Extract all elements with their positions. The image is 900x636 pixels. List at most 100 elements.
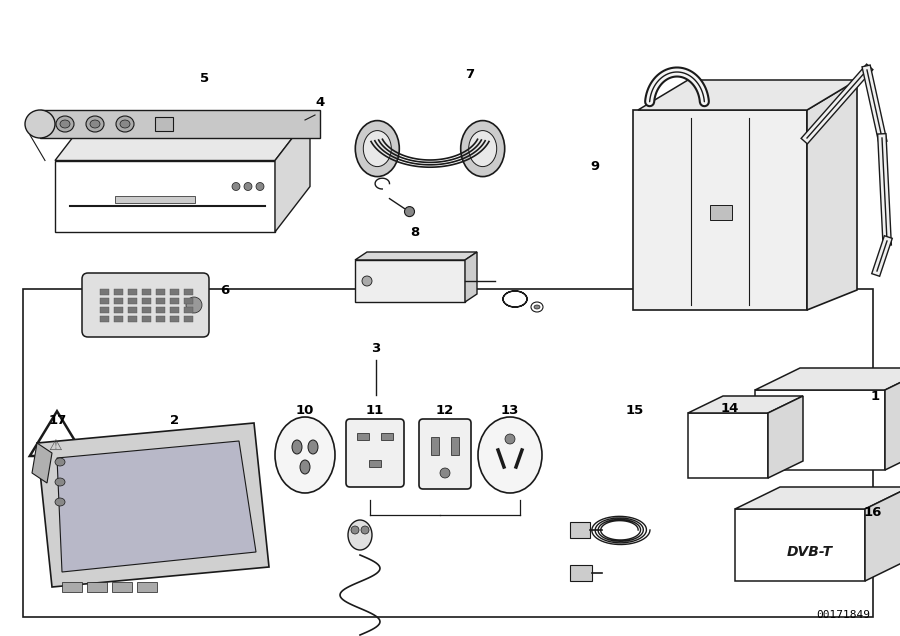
Bar [128, 289, 137, 295]
Bar [357, 433, 369, 440]
Polygon shape [30, 411, 85, 456]
Polygon shape [57, 441, 256, 572]
Bar [128, 316, 137, 322]
FancyBboxPatch shape [82, 273, 209, 337]
Bar [100, 316, 109, 322]
Ellipse shape [55, 458, 65, 466]
Bar [62, 582, 82, 592]
Bar [431, 437, 439, 455]
Bar [570, 565, 592, 581]
Ellipse shape [292, 440, 302, 454]
Ellipse shape [232, 183, 240, 191]
Text: 16: 16 [864, 506, 882, 518]
Ellipse shape [300, 460, 310, 474]
Polygon shape [735, 509, 865, 581]
Bar [112, 582, 132, 592]
Ellipse shape [55, 498, 65, 506]
Bar [22, 289, 873, 617]
Text: 6: 6 [220, 284, 230, 296]
Polygon shape [638, 80, 857, 110]
Bar [570, 522, 590, 538]
Ellipse shape [60, 120, 70, 128]
Polygon shape [37, 423, 269, 587]
Text: 9: 9 [590, 160, 599, 174]
Bar [451, 437, 459, 455]
Bar [115, 195, 195, 202]
Ellipse shape [505, 434, 515, 444]
Ellipse shape [364, 130, 392, 167]
Polygon shape [768, 396, 803, 478]
Bar [381, 433, 393, 440]
Ellipse shape [356, 121, 400, 177]
Bar [156, 289, 165, 295]
Polygon shape [355, 252, 477, 260]
Ellipse shape [469, 130, 497, 167]
Text: 12: 12 [436, 403, 454, 417]
Ellipse shape [120, 120, 130, 128]
Bar [142, 307, 151, 313]
Bar [114, 298, 123, 304]
Ellipse shape [55, 478, 65, 486]
Bar [170, 307, 179, 313]
FancyBboxPatch shape [419, 419, 471, 489]
Bar [184, 298, 193, 304]
Text: ⚠: ⚠ [49, 438, 62, 452]
Polygon shape [55, 115, 310, 160]
Ellipse shape [351, 526, 359, 534]
Text: 10: 10 [296, 403, 314, 417]
Ellipse shape [478, 417, 542, 493]
Ellipse shape [361, 526, 369, 534]
Text: 2: 2 [170, 413, 180, 427]
Ellipse shape [348, 520, 372, 550]
Text: 15: 15 [626, 403, 644, 417]
Bar [710, 205, 732, 220]
Bar [137, 582, 157, 592]
Bar [128, 298, 137, 304]
Polygon shape [355, 260, 465, 302]
Ellipse shape [362, 276, 372, 286]
Polygon shape [735, 487, 900, 509]
Bar [170, 316, 179, 322]
Ellipse shape [25, 110, 55, 138]
Polygon shape [885, 368, 900, 470]
Bar [156, 307, 165, 313]
Text: 13: 13 [500, 403, 519, 417]
Polygon shape [32, 443, 52, 483]
Ellipse shape [275, 417, 335, 493]
Bar [114, 289, 123, 295]
Bar [142, 316, 151, 322]
Bar [170, 289, 179, 295]
Bar [87, 582, 107, 592]
Bar [156, 298, 165, 304]
Bar [114, 307, 123, 313]
Bar [100, 298, 109, 304]
Bar [184, 307, 193, 313]
Bar [155, 117, 173, 131]
Ellipse shape [440, 468, 450, 478]
Polygon shape [55, 160, 275, 232]
Bar [156, 316, 165, 322]
Bar [184, 289, 193, 295]
Polygon shape [755, 390, 885, 470]
Bar [170, 298, 179, 304]
Ellipse shape [116, 116, 134, 132]
Ellipse shape [90, 120, 100, 128]
Text: 11: 11 [366, 403, 384, 417]
Text: 00171849: 00171849 [816, 610, 870, 620]
Polygon shape [275, 115, 310, 232]
Polygon shape [807, 80, 857, 310]
Ellipse shape [86, 116, 104, 132]
Text: 4: 4 [315, 97, 325, 109]
Bar [40, 110, 320, 138]
Text: 1: 1 [870, 391, 879, 403]
Bar [142, 289, 151, 295]
Polygon shape [688, 396, 803, 413]
Ellipse shape [256, 183, 264, 191]
Ellipse shape [56, 116, 74, 132]
FancyBboxPatch shape [346, 419, 404, 487]
Ellipse shape [186, 297, 202, 313]
Text: 14: 14 [721, 401, 739, 415]
Bar [114, 316, 123, 322]
Bar [100, 307, 109, 313]
Text: 17: 17 [49, 413, 68, 427]
